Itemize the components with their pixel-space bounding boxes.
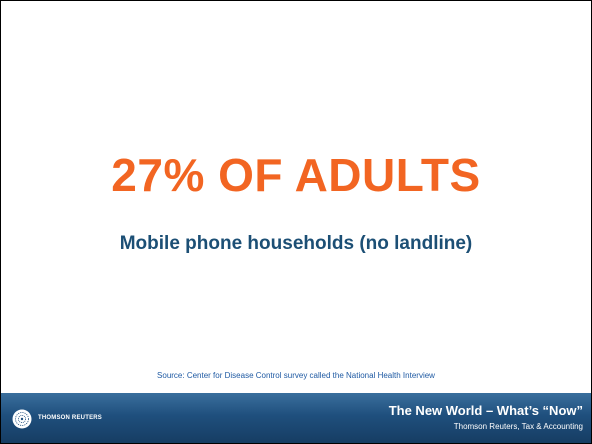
footer-subtitle: Thomson Reuters, Tax & Accounting: [453, 422, 583, 431]
thomson-reuters-logo: THOMSON REUTERS: [12, 409, 142, 429]
footer-title: The New World – What’s “Now”: [388, 403, 583, 418]
slide-subheadline: Mobile phone households (no landline): [119, 233, 473, 254]
source-citation: Source: Center for Disease Control surve…: [157, 371, 435, 380]
logo-wordmark: THOMSON REUTERS: [38, 415, 103, 421]
footer-bar: THOMSON REUTERS The New World – What’s “…: [1, 393, 591, 443]
slide-headline: 27% OF ADULTS: [111, 149, 481, 201]
thomson-reuters-logo-icon: [12, 409, 32, 429]
